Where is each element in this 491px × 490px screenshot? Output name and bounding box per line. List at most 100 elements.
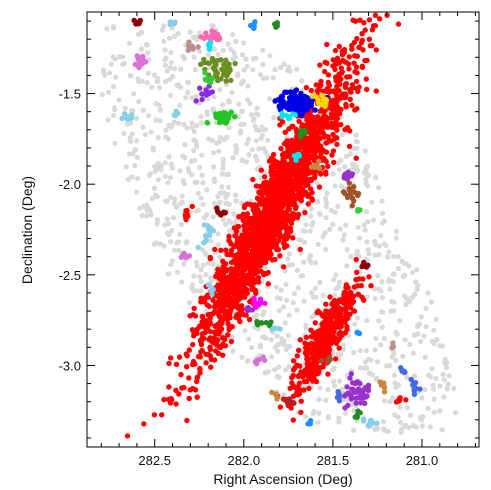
cluster-point [238, 265, 244, 272]
cluster-point [255, 269, 261, 275]
y-axis-title: Declination (Deg) [19, 176, 35, 284]
cluster-point [215, 209, 221, 216]
cluster-point [271, 157, 277, 163]
background-point [233, 198, 239, 204]
cluster-point [322, 68, 328, 75]
cluster-point [204, 222, 211, 229]
background-point [433, 316, 439, 322]
background-point [387, 398, 393, 405]
background-point [140, 124, 146, 130]
background-point [272, 367, 278, 373]
plot-frame [86, 11, 480, 448]
background-point [407, 341, 413, 347]
cluster-point [297, 246, 303, 253]
cluster-point [184, 353, 190, 359]
cluster-point [314, 309, 320, 316]
background-point [283, 281, 289, 287]
cluster-point [302, 210, 308, 216]
background-point [317, 385, 323, 391]
cluster-point [280, 163, 286, 169]
background-point [332, 209, 338, 215]
cluster-point [173, 361, 180, 367]
cluster-point [211, 29, 218, 36]
background-point [108, 61, 114, 67]
cluster-point [343, 310, 349, 316]
cluster-point [215, 282, 221, 289]
cluster-point [239, 303, 245, 309]
background-point [121, 130, 127, 136]
background-point [299, 78, 305, 84]
background-point [247, 101, 253, 107]
cluster-point [356, 44, 362, 51]
cluster-point [197, 324, 203, 330]
background-point [168, 92, 174, 98]
background-point [263, 75, 270, 81]
cluster-point [277, 253, 283, 259]
cluster-point [176, 354, 183, 360]
cluster-point [320, 348, 326, 354]
cluster-point [350, 387, 357, 394]
background-point [363, 165, 369, 171]
cluster-point [221, 278, 228, 284]
background-point [183, 240, 189, 246]
background-point [159, 27, 165, 33]
background-point [420, 423, 426, 429]
cluster-point [206, 60, 212, 67]
background-point [397, 318, 403, 324]
cluster-point [299, 164, 306, 170]
cluster-point [272, 206, 278, 213]
background-point [380, 210, 386, 216]
cluster-point [345, 285, 351, 291]
background-point [391, 271, 397, 277]
background-point [193, 93, 199, 99]
background-point [351, 427, 357, 433]
background-point [267, 53, 273, 59]
cluster-point [305, 152, 311, 158]
background-point [217, 199, 223, 205]
background-point [310, 313, 316, 319]
background-point [199, 172, 205, 178]
cluster-point [301, 149, 307, 156]
cluster-point [341, 298, 348, 305]
background-point [281, 61, 287, 67]
cluster-point [361, 297, 367, 303]
background-point [245, 136, 252, 142]
cluster-point [256, 190, 263, 196]
background-point [376, 252, 382, 258]
background-point [272, 344, 278, 350]
cluster-point [316, 86, 322, 93]
cluster-point [331, 97, 337, 104]
cluster-point [273, 391, 279, 397]
background-point [363, 176, 369, 182]
background-point [440, 371, 446, 377]
cluster-point [336, 43, 342, 50]
cluster-point [351, 308, 358, 314]
background-point [245, 357, 251, 364]
background-point [255, 112, 261, 118]
cluster-point [323, 301, 329, 307]
cluster-point [329, 307, 335, 314]
cluster-point [325, 163, 331, 169]
background-point [242, 328, 248, 334]
background-point [253, 138, 259, 144]
background-point [171, 33, 178, 40]
cluster-point [359, 31, 365, 37]
cluster-point [273, 218, 279, 224]
cluster-point [282, 129, 288, 135]
background-point [373, 376, 379, 382]
background-point [166, 232, 172, 238]
background-point [276, 374, 282, 380]
background-point [127, 40, 133, 46]
cluster-point [195, 44, 201, 50]
cluster-point [206, 90, 212, 97]
background-point [168, 60, 174, 66]
background-point [336, 415, 342, 421]
background-point [200, 201, 206, 207]
cluster-point [281, 184, 287, 190]
background-point [274, 295, 280, 301]
cluster-point [331, 136, 337, 143]
cluster-point [133, 21, 139, 27]
cluster-point [308, 87, 314, 94]
cluster-point [257, 296, 264, 302]
background-point [199, 152, 205, 158]
